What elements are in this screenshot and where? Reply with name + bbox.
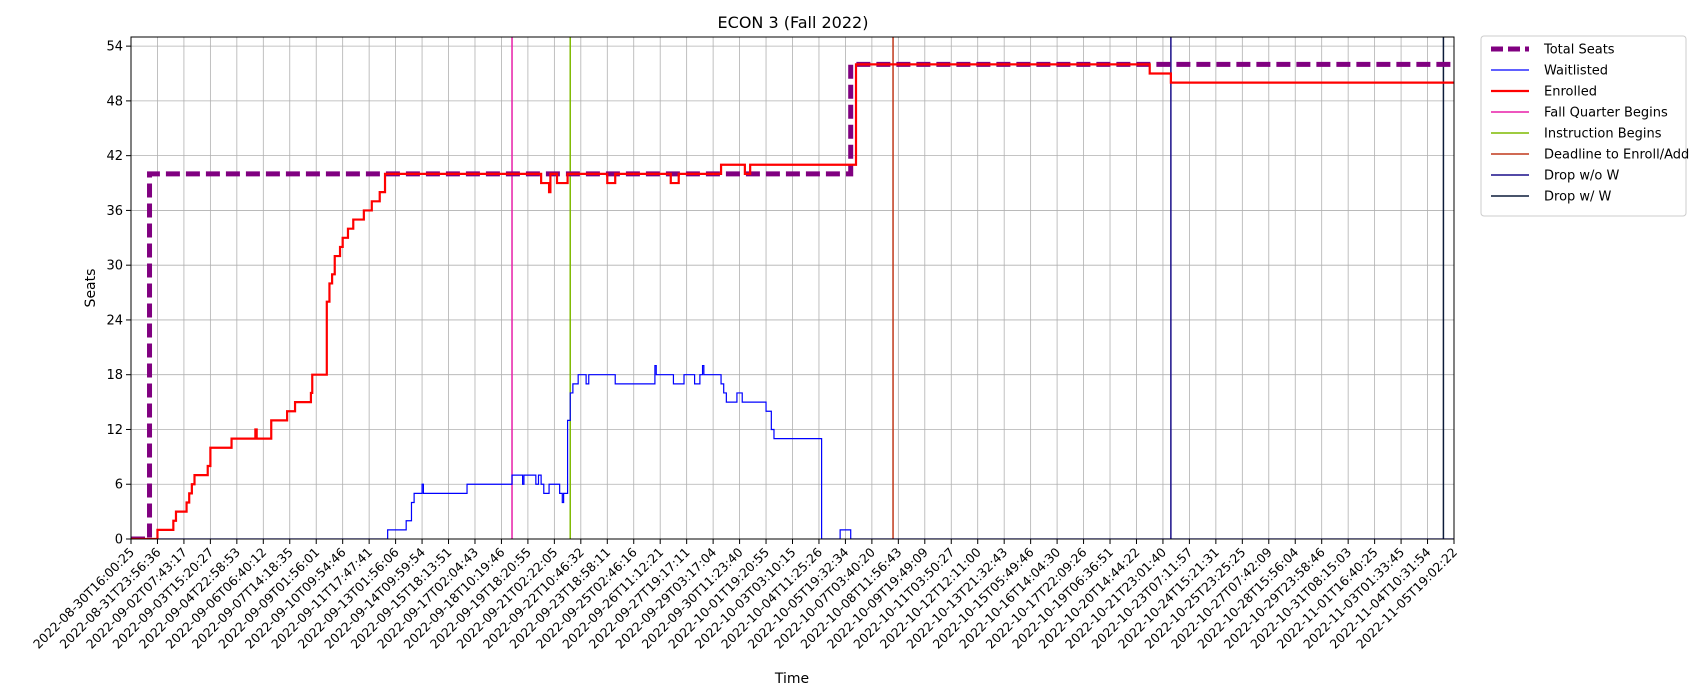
y-tick-label: 30 — [106, 259, 123, 274]
series-line-1 — [131, 364, 1454, 539]
legend-label: Total Seats — [1543, 43, 1615, 58]
y-axis-ticks: 0 6 12 18 24 30 36 42 48 54 — [106, 40, 131, 548]
legend-label: Drop w/o W — [1544, 169, 1620, 184]
chart-title: ECON 3 (Fall 2022) — [718, 13, 869, 32]
series-line-2 — [131, 63, 1454, 539]
y-axis-label: Seats — [83, 269, 99, 308]
x-axis-label: Time — [774, 671, 809, 687]
legend-label: Waitlisted — [1544, 64, 1608, 79]
legend-label: Deadline to Enroll/Add — [1544, 148, 1689, 163]
y-tick-label: 42 — [106, 149, 123, 164]
series-layer — [131, 37, 1454, 539]
grid-lines — [130, 37, 1455, 540]
y-tick-label: 36 — [106, 204, 123, 219]
legend: Total Seats Waitlisted Enrolled Fall Quarte… — [1480, 35, 1689, 217]
y-tick-label: 24 — [106, 313, 123, 328]
legend-label: Drop w/ W — [1544, 190, 1612, 205]
y-tick-label: 48 — [106, 94, 123, 109]
y-tick-label: 18 — [106, 368, 123, 383]
legend-label: Enrolled — [1544, 85, 1597, 100]
legend-label: Instruction Begins — [1544, 127, 1662, 142]
y-tick-label: 12 — [106, 423, 123, 438]
y-tick-label: 54 — [106, 40, 123, 55]
x-axis-ticks: 2022-08-30T16:00:252022-08-31T23:56:3620… — [30, 539, 1460, 652]
y-tick-label: 6 — [115, 478, 123, 493]
y-tick-label: 0 — [115, 533, 123, 548]
legend-box — [1480, 35, 1687, 217]
legend-label: Fall Quarter Begins — [1544, 106, 1668, 121]
